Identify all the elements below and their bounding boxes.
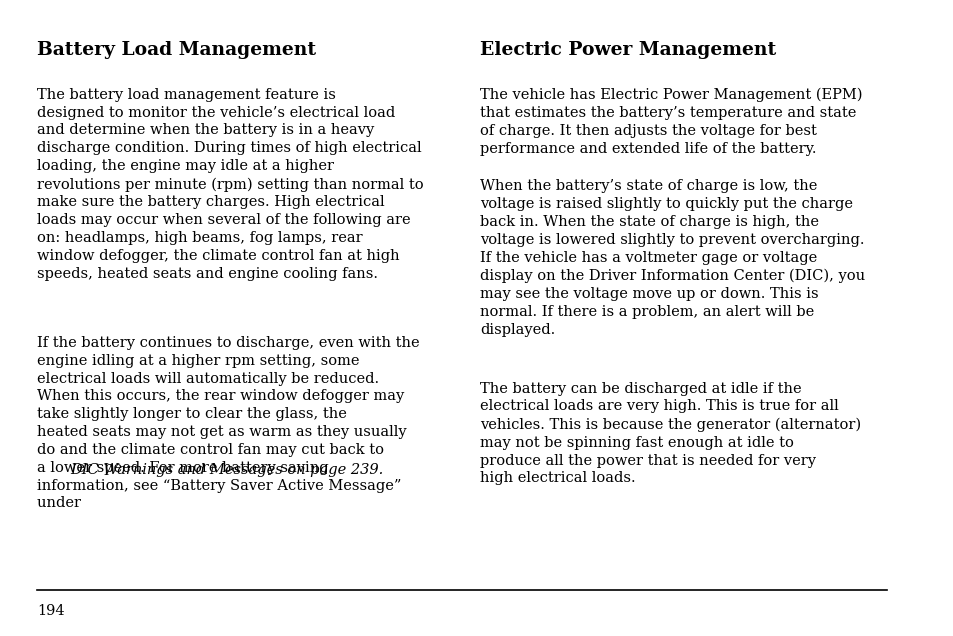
Text: Electric Power Management: Electric Power Management xyxy=(480,41,776,59)
Text: Battery Load Management: Battery Load Management xyxy=(37,41,315,59)
Text: The vehicle has Electric Power Management (EPM)
that estimates the battery’s tem: The vehicle has Electric Power Managemen… xyxy=(480,88,862,156)
Text: DIC Warnings and Messages on page 239.: DIC Warnings and Messages on page 239. xyxy=(71,464,383,478)
Text: The battery can be discharged at idle if the
electrical loads are very high. Thi: The battery can be discharged at idle if… xyxy=(480,382,861,485)
Text: If the battery continues to discharge, even with the
engine idling at a higher r: If the battery continues to discharge, e… xyxy=(37,336,419,511)
Text: 194: 194 xyxy=(37,604,65,618)
Text: When the battery’s state of charge is low, the
voltage is raised slightly to qui: When the battery’s state of charge is lo… xyxy=(480,179,864,336)
Text: The battery load management feature is
designed to monitor the vehicle’s electri: The battery load management feature is d… xyxy=(37,88,423,281)
